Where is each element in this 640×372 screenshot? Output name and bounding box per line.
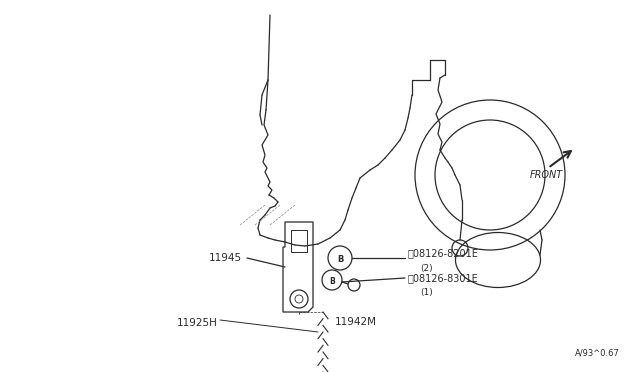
Text: A/93^0.67: A/93^0.67	[575, 349, 620, 358]
Text: B: B	[337, 254, 343, 263]
Text: 11925H: 11925H	[177, 318, 218, 328]
Text: 11942M: 11942M	[335, 317, 377, 327]
Text: 11945: 11945	[209, 253, 242, 263]
Text: (2): (2)	[420, 263, 433, 273]
Text: Ⓑ08126-8201E: Ⓑ08126-8201E	[408, 248, 479, 258]
Text: B: B	[329, 276, 335, 285]
Text: FRONT: FRONT	[530, 170, 563, 180]
Text: (1): (1)	[420, 289, 433, 298]
Text: Ⓑ08126-8301E: Ⓑ08126-8301E	[408, 273, 479, 283]
